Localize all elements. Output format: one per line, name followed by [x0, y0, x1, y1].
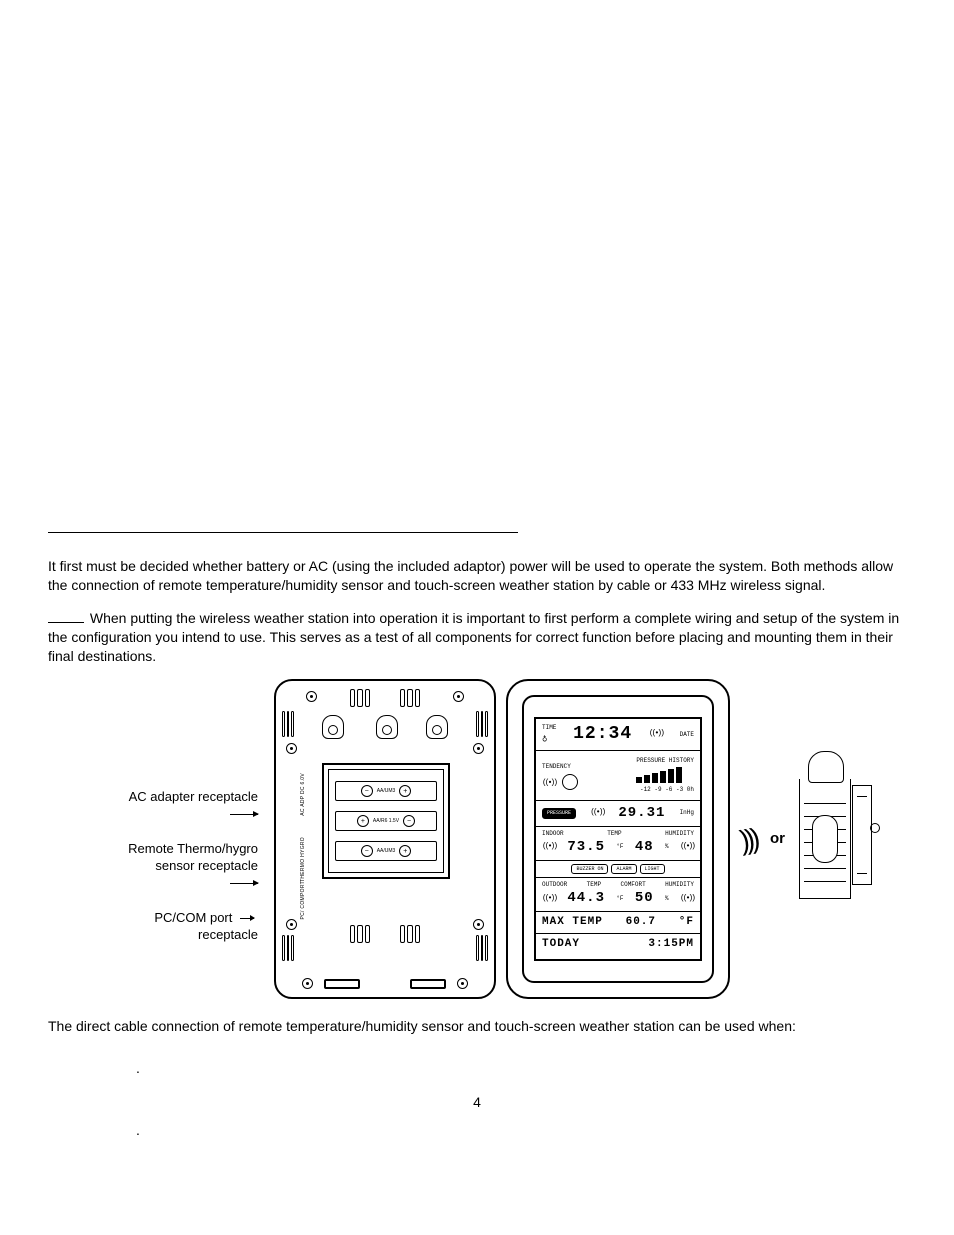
lcd-label-outdoor: OUTDOOR: [542, 881, 567, 889]
foot-slot: [410, 979, 446, 989]
lcd-outdoor-temp: 44.3: [567, 889, 605, 908]
lcd-btn-buzzer: BUZZER ON: [571, 864, 608, 875]
sensor-mount-hole: [870, 823, 880, 833]
arrow-icon: [230, 883, 258, 884]
lcd-label-indoor: INDOOR: [542, 830, 564, 838]
vent-slot: [282, 711, 294, 737]
side-label-ac: AC ADP DC 6.0V: [300, 773, 307, 816]
lcd-pressure-unit: InHg: [680, 809, 694, 817]
battery-door: −AA/UM3+ +AA/R6 1.5V− −AA/UM3+: [322, 763, 450, 879]
wireless-signal-icon: ))): [737, 819, 759, 859]
lcd-outdoor-temp-unit: °F: [616, 895, 623, 903]
lcd-pressure: 29.31: [618, 804, 665, 823]
signal-icon: ((•)): [542, 842, 556, 853]
paragraph-3: The direct cable connection of remote te…: [48, 1017, 906, 1036]
arrow-icon: [230, 814, 258, 815]
front-display-diagram: TIME ♁ 12:34 ((•)) DATE TENDENCY ((•)) P…: [506, 679, 730, 999]
battery-cell: −AA/UM3+: [335, 841, 437, 861]
lcd-label-history: PRESSURE HISTORY: [636, 757, 694, 764]
lcd-label-comfort: COMFORT: [621, 881, 646, 889]
keyhole-hanger: [322, 715, 344, 739]
lcd-maxtemp-label: MAX TEMP: [542, 915, 603, 930]
lcd-label-tendency: TENDENCY: [542, 763, 571, 770]
tower-icon: ♁: [542, 733, 556, 745]
lcd-indoor-hum-unit: %: [665, 843, 669, 851]
screw-icon: [457, 978, 468, 989]
bullet-dot: .: [136, 1050, 906, 1086]
section-rule: [48, 532, 518, 533]
lcd-btn-alarm: ALARM: [611, 864, 636, 875]
lcd-time: 12:34: [573, 722, 632, 746]
lcd-label-temp2: TEMP: [587, 881, 601, 889]
paragraph-1: It first must be decided whether battery…: [48, 557, 906, 595]
lcd-outdoor-hum: 50: [635, 889, 654, 908]
keyhole-hanger: [376, 715, 398, 739]
lcd-btn-light: LIGHT: [640, 864, 665, 875]
signal-icon: ((•)): [542, 779, 556, 788]
label-thermo-2: sensor receptacle: [155, 858, 258, 873]
remote-sensor-diagram: [799, 779, 851, 899]
sensor-mount-arm: [852, 785, 872, 885]
note-underline: [48, 622, 84, 623]
signal-icon: ((•)): [680, 842, 694, 853]
bullet-dot: .: [136, 1112, 906, 1148]
vent-slot: [350, 689, 370, 707]
screw-icon: [453, 691, 464, 702]
sun-icon: [562, 774, 578, 790]
callout-labels: AC adapter receptacle Remote Thermo/hygr…: [48, 735, 264, 943]
signal-icon: ((•)): [542, 894, 556, 905]
lcd-label-temp: TEMP: [607, 830, 621, 838]
side-label-thermo: THERMO HYGRO: [300, 837, 307, 882]
foot-slot: [324, 979, 360, 989]
paragraph-2-note: When putting the wireless weather statio…: [48, 609, 906, 666]
screw-icon: [306, 691, 317, 702]
lcd-label-date: DATE: [680, 731, 694, 739]
lcd-maxtemp: 60.7: [626, 915, 656, 930]
diagram-row: AC adapter receptacle Remote Thermo/hygr…: [48, 679, 906, 999]
signal-icon: ((•)): [649, 729, 663, 740]
lcd-today-time: 3:15PM: [648, 937, 694, 952]
lcd-label-time: TIME: [542, 724, 556, 732]
label-ac-adapter: AC adapter receptacle: [129, 789, 258, 804]
bars-ticks: -12 -9 -6 -3 0h: [640, 786, 694, 793]
label-pc-1: PC/COM port: [154, 910, 232, 925]
vent-slot: [400, 689, 420, 707]
vent-slot: [400, 925, 420, 943]
screw-icon: [286, 743, 297, 754]
lcd-screen: TIME ♁ 12:34 ((•)) DATE TENDENCY ((•)) P…: [534, 717, 702, 961]
screw-icon: [302, 978, 313, 989]
vent-slot: [350, 925, 370, 943]
signal-icon: ((•)): [680, 894, 694, 905]
sensor-window: [812, 815, 838, 863]
battery-cell: +AA/R6 1.5V−: [335, 811, 437, 831]
vent-slot: [476, 935, 488, 961]
screw-icon: [286, 919, 297, 930]
vent-slot: [282, 935, 294, 961]
lcd-indoor-temp-unit: °F: [616, 843, 623, 851]
signal-icon: ((•)): [590, 808, 604, 819]
vent-slot: [476, 711, 488, 737]
lcd-label-pressure: PRESSURE: [542, 808, 576, 819]
page-number: 4: [48, 1093, 906, 1112]
back-panel-diagram: AC ADP DC 6.0V THERMO HYGRO PC/ COMPORT …: [274, 679, 496, 999]
pressure-history-bars: [636, 767, 694, 783]
label-pc-2: receptacle: [198, 927, 258, 942]
lcd-label-humidity2: HUMIDITY: [665, 881, 694, 889]
keyhole-hanger: [426, 715, 448, 739]
battery-cell: −AA/UM3+: [335, 781, 437, 801]
lcd-label-humidity: HUMIDITY: [665, 830, 694, 838]
lcd-maxtemp-unit: °F: [679, 915, 694, 930]
arrow-icon: [240, 918, 254, 919]
screw-icon: [473, 743, 484, 754]
lcd-indoor-hum: 48: [635, 838, 654, 857]
sensor-cap: [808, 751, 844, 783]
lcd-indoor-temp: 73.5: [567, 838, 605, 857]
lcd-outdoor-hum-unit: %: [665, 895, 669, 903]
side-label-pc: PC/ COMPORT: [300, 881, 307, 920]
screw-icon: [473, 919, 484, 930]
lcd-today-label: TODAY: [542, 937, 580, 952]
label-thermo-1: Remote Thermo/hygro: [128, 841, 258, 856]
or-divider: or: [770, 829, 785, 849]
